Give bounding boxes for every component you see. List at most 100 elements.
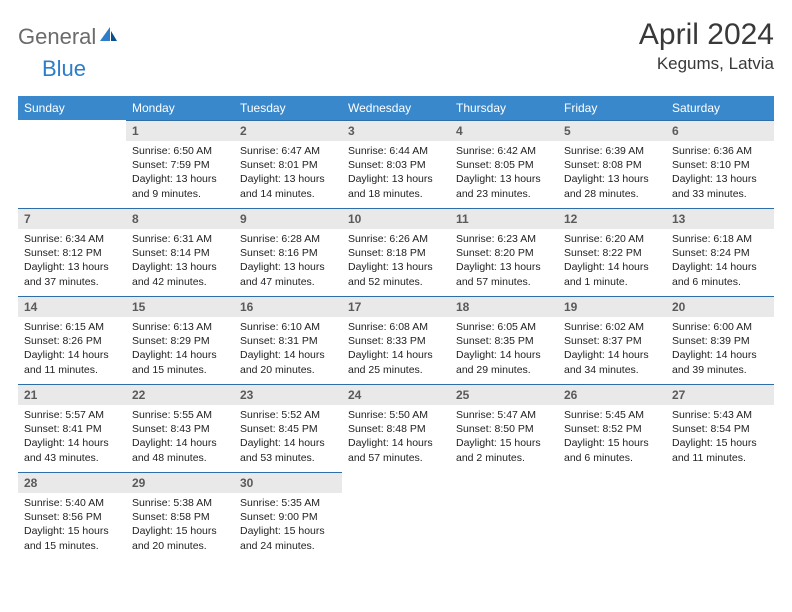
- day-body: Sunrise: 6:00 AMSunset: 8:39 PMDaylight:…: [666, 317, 774, 383]
- weekday-header: Tuesday: [234, 96, 342, 120]
- sunrise-line: Sunrise: 6:50 AM: [132, 144, 228, 158]
- day-body: Sunrise: 6:18 AMSunset: 8:24 PMDaylight:…: [666, 229, 774, 295]
- sunrise-line: Sunrise: 6:31 AM: [132, 232, 228, 246]
- sunset-line: Sunset: 8:26 PM: [24, 334, 120, 348]
- day-number: 27: [666, 384, 774, 405]
- daylight-line: Daylight: 13 hours: [456, 172, 552, 186]
- day-number: 5: [558, 120, 666, 141]
- day-body: Sunrise: 5:57 AMSunset: 8:41 PMDaylight:…: [18, 405, 126, 471]
- sunrise-line: Sunrise: 5:47 AM: [456, 408, 552, 422]
- daylight-line: Daylight: 14 hours: [456, 348, 552, 362]
- day-number: 21: [18, 384, 126, 405]
- day-body: Sunrise: 5:47 AMSunset: 8:50 PMDaylight:…: [450, 405, 558, 471]
- sunrise-line: Sunrise: 5:57 AM: [24, 408, 120, 422]
- daylight-line: and 42 minutes.: [132, 275, 228, 289]
- day-body: Sunrise: 5:35 AMSunset: 9:00 PMDaylight:…: [234, 493, 342, 559]
- daylight-line: Daylight: 13 hours: [132, 172, 228, 186]
- day-body: Sunrise: 6:20 AMSunset: 8:22 PMDaylight:…: [558, 229, 666, 295]
- sunrise-line: Sunrise: 6:42 AM: [456, 144, 552, 158]
- day-number: 18: [450, 296, 558, 317]
- daylight-line: Daylight: 15 hours: [132, 524, 228, 538]
- day-cell: 16Sunrise: 6:10 AMSunset: 8:31 PMDayligh…: [234, 296, 342, 384]
- daylight-line: Daylight: 14 hours: [24, 436, 120, 450]
- sunrise-line: Sunrise: 6:28 AM: [240, 232, 336, 246]
- daylight-line: Daylight: 15 hours: [672, 436, 768, 450]
- day-body: Sunrise: 5:38 AMSunset: 8:58 PMDaylight:…: [126, 493, 234, 559]
- day-cell: 7Sunrise: 6:34 AMSunset: 8:12 PMDaylight…: [18, 208, 126, 296]
- day-cell: 15Sunrise: 6:13 AMSunset: 8:29 PMDayligh…: [126, 296, 234, 384]
- sunrise-line: Sunrise: 5:43 AM: [672, 408, 768, 422]
- sunrise-line: Sunrise: 6:26 AM: [348, 232, 444, 246]
- daylight-line: Daylight: 13 hours: [24, 260, 120, 274]
- weekday-header: Friday: [558, 96, 666, 120]
- sunset-line: Sunset: 8:45 PM: [240, 422, 336, 436]
- day-body: Sunrise: 6:36 AMSunset: 8:10 PMDaylight:…: [666, 141, 774, 207]
- sunrise-line: Sunrise: 6:18 AM: [672, 232, 768, 246]
- day-number: 13: [666, 208, 774, 229]
- day-number: 12: [558, 208, 666, 229]
- daylight-line: and 9 minutes.: [132, 187, 228, 201]
- day-number: 2: [234, 120, 342, 141]
- day-body: Sunrise: 5:43 AMSunset: 8:54 PMDaylight:…: [666, 405, 774, 471]
- daylight-line: and 28 minutes.: [564, 187, 660, 201]
- day-number: 7: [18, 208, 126, 229]
- logo-text-blue: Blue: [42, 56, 86, 82]
- sunrise-line: Sunrise: 6:47 AM: [240, 144, 336, 158]
- daylight-line: and 11 minutes.: [24, 363, 120, 377]
- sunset-line: Sunset: 8:41 PM: [24, 422, 120, 436]
- day-body: Sunrise: 6:44 AMSunset: 8:03 PMDaylight:…: [342, 141, 450, 207]
- sunset-line: Sunset: 8:14 PM: [132, 246, 228, 260]
- daylight-line: Daylight: 15 hours: [240, 524, 336, 538]
- day-cell: 9Sunrise: 6:28 AMSunset: 8:16 PMDaylight…: [234, 208, 342, 296]
- day-cell: 30Sunrise: 5:35 AMSunset: 9:00 PMDayligh…: [234, 472, 342, 560]
- sunrise-line: Sunrise: 6:15 AM: [24, 320, 120, 334]
- day-cell: 29Sunrise: 5:38 AMSunset: 8:58 PMDayligh…: [126, 472, 234, 560]
- daylight-line: Daylight: 15 hours: [24, 524, 120, 538]
- daylight-line: and 47 minutes.: [240, 275, 336, 289]
- day-cell: 26Sunrise: 5:45 AMSunset: 8:52 PMDayligh…: [558, 384, 666, 472]
- daylight-line: and 53 minutes.: [240, 451, 336, 465]
- day-cell: 20Sunrise: 6:00 AMSunset: 8:39 PMDayligh…: [666, 296, 774, 384]
- sunset-line: Sunset: 8:35 PM: [456, 334, 552, 348]
- sunset-line: Sunset: 8:33 PM: [348, 334, 444, 348]
- day-number: 22: [126, 384, 234, 405]
- day-number: 10: [342, 208, 450, 229]
- daylight-line: and 33 minutes.: [672, 187, 768, 201]
- sunrise-line: Sunrise: 6:44 AM: [348, 144, 444, 158]
- calendar-table: SundayMondayTuesdayWednesdayThursdayFrid…: [18, 96, 774, 560]
- sunrise-line: Sunrise: 5:38 AM: [132, 496, 228, 510]
- day-number: 30: [234, 472, 342, 493]
- day-body: Sunrise: 6:10 AMSunset: 8:31 PMDaylight:…: [234, 317, 342, 383]
- daylight-line: and 18 minutes.: [348, 187, 444, 201]
- day-body: Sunrise: 5:52 AMSunset: 8:45 PMDaylight:…: [234, 405, 342, 471]
- daylight-line: Daylight: 14 hours: [24, 348, 120, 362]
- daylight-line: Daylight: 14 hours: [240, 348, 336, 362]
- daylight-line: and 14 minutes.: [240, 187, 336, 201]
- day-cell: 25Sunrise: 5:47 AMSunset: 8:50 PMDayligh…: [450, 384, 558, 472]
- daylight-line: Daylight: 14 hours: [132, 436, 228, 450]
- weekday-header: Thursday: [450, 96, 558, 120]
- day-cell: 17Sunrise: 6:08 AMSunset: 8:33 PMDayligh…: [342, 296, 450, 384]
- day-number: 23: [234, 384, 342, 405]
- day-cell: 8Sunrise: 6:31 AMSunset: 8:14 PMDaylight…: [126, 208, 234, 296]
- logo: General: [18, 18, 120, 50]
- day-body: Sunrise: 5:55 AMSunset: 8:43 PMDaylight:…: [126, 405, 234, 471]
- daylight-line: Daylight: 15 hours: [456, 436, 552, 450]
- day-body: Sunrise: 5:40 AMSunset: 8:56 PMDaylight:…: [18, 493, 126, 559]
- sunset-line: Sunset: 8:58 PM: [132, 510, 228, 524]
- sunset-line: Sunset: 8:18 PM: [348, 246, 444, 260]
- day-body: Sunrise: 6:31 AMSunset: 8:14 PMDaylight:…: [126, 229, 234, 295]
- sunrise-line: Sunrise: 5:50 AM: [348, 408, 444, 422]
- daylight-line: Daylight: 14 hours: [564, 348, 660, 362]
- daylight-line: and 23 minutes.: [456, 187, 552, 201]
- daylight-line: Daylight: 14 hours: [348, 436, 444, 450]
- day-cell: 27Sunrise: 5:43 AMSunset: 8:54 PMDayligh…: [666, 384, 774, 472]
- day-number: 28: [18, 472, 126, 493]
- day-number: 26: [558, 384, 666, 405]
- daylight-line: Daylight: 13 hours: [240, 172, 336, 186]
- day-body: Sunrise: 6:42 AMSunset: 8:05 PMDaylight:…: [450, 141, 558, 207]
- sunrise-line: Sunrise: 5:35 AM: [240, 496, 336, 510]
- sunset-line: Sunset: 8:12 PM: [24, 246, 120, 260]
- daylight-line: and 6 minutes.: [672, 275, 768, 289]
- sunrise-line: Sunrise: 5:45 AM: [564, 408, 660, 422]
